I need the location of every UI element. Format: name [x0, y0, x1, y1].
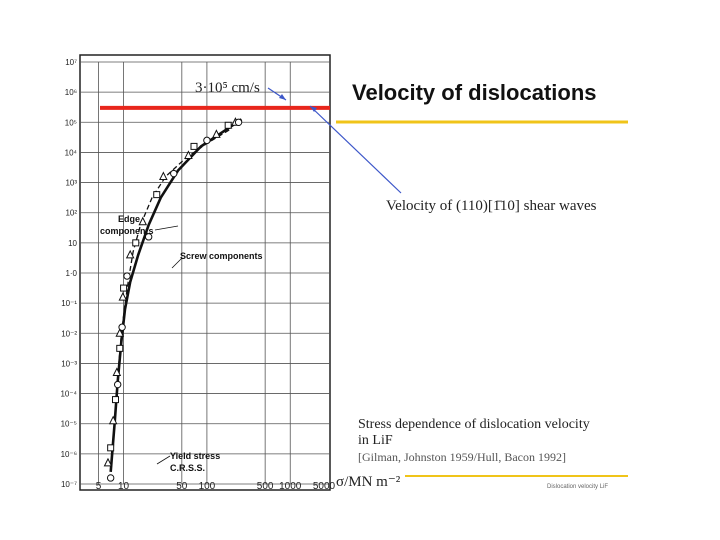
- x-tick-label: 5000: [313, 481, 336, 492]
- y-tick-labels: 10⁻⁷ 10⁻⁶ 10⁻⁵ 10⁻⁴ 10⁻³ 10⁻² 10⁻¹ 1·0 10 10² 10³ 1…: [60, 58, 77, 489]
- triangle-marker: [118, 291, 128, 301]
- caption-line-2: in LiF: [358, 433, 393, 448]
- triangle-marker: [112, 367, 122, 376]
- y-tick-label: 10⁶: [65, 88, 77, 97]
- y-tick-label: 10³: [65, 179, 77, 188]
- caption-line-1: Stress dependence of dislocation velocit…: [358, 417, 590, 432]
- yield-label-line2: C.R.S.S.: [170, 463, 205, 473]
- pointer-arrowhead-shear: [310, 106, 317, 112]
- y-tick-label: 1·0: [65, 269, 77, 278]
- annotation-shear-waves: Velocity of (110)[1̄10] shear waves: [386, 198, 597, 214]
- pointer-arrowhead-speed: [279, 94, 286, 100]
- square-marker: [224, 121, 232, 129]
- y-tick-label: 10⁻²: [61, 329, 77, 338]
- screw-label: Screw components: [180, 251, 263, 261]
- x-axis-label: σ/MN m⁻²: [336, 474, 401, 490]
- square-marker: [153, 191, 161, 199]
- plot-frame: [79, 54, 331, 491]
- square-marker: [107, 444, 115, 452]
- x-tick-label: 500: [257, 481, 274, 492]
- yield-label-line1: Yield stress: [170, 451, 220, 461]
- circle-marker: [203, 136, 211, 145]
- circle-marker: [170, 169, 178, 178]
- circle-marker: [118, 323, 126, 331]
- x-tick-labels: 5 10 50 100 500 1000 5000: [96, 481, 336, 492]
- y-tick-label: 10⁻⁴: [60, 390, 77, 399]
- screw-label-leader: [171, 257, 183, 269]
- y-tick-label: 10⁵: [65, 118, 77, 127]
- y-tick-label: 10⁻⁵: [61, 420, 77, 429]
- y-tick-label: 10: [68, 239, 77, 248]
- triangle-marker: [212, 129, 221, 138]
- square-marker: [120, 284, 128, 292]
- circle-marker: [106, 474, 115, 482]
- circle-marker: [123, 272, 131, 280]
- y-tick-label: 10⁻⁶: [61, 450, 77, 459]
- edge-label-line1: Edge: [118, 214, 140, 224]
- square-marker: [132, 239, 140, 247]
- x-tick-label: 1000: [279, 481, 302, 492]
- grid: [80, 61, 330, 485]
- x-tick-label: 10: [118, 481, 130, 492]
- y-tick-label: 10²: [65, 209, 77, 218]
- y-tick-label: 10⁷: [65, 58, 77, 67]
- edge-label-leader: [154, 225, 179, 231]
- circle-marker: [144, 233, 153, 241]
- y-tick-label: 10⁻⁷: [61, 480, 77, 489]
- yield-label-leader: [156, 455, 171, 465]
- x-tick-label: 100: [199, 481, 216, 492]
- page-title: Velocity of dislocations: [352, 80, 597, 105]
- footer-text: Dislocation velocity LiF: [547, 484, 609, 490]
- series-labels: Edge components Screw components Yield stre…: [100, 214, 263, 473]
- square-marker: [190, 142, 198, 150]
- triangle-marker: [184, 150, 193, 159]
- triangle-marker: [103, 457, 113, 467]
- markers: [103, 117, 243, 482]
- citation: [Gilman, Johnston 1959/Hull, Bacon 1992]: [358, 450, 566, 464]
- triangle-marker: [159, 171, 168, 181]
- annotation-speed: 3·10⁵ cm/s: [195, 80, 260, 96]
- circle-marker: [234, 118, 243, 126]
- edge-label-line2: components: [100, 226, 154, 236]
- y-tick-label: 10⁴: [65, 148, 78, 157]
- y-tick-label: 10⁻¹: [61, 299, 77, 308]
- square-marker: [116, 344, 124, 352]
- square-marker: [111, 396, 119, 404]
- triangle-marker: [125, 249, 135, 259]
- circle-marker: [113, 380, 122, 389]
- triangle-marker: [108, 415, 118, 425]
- triangle-marker: [115, 328, 125, 337]
- y-tick-label: 10⁻³: [61, 359, 77, 368]
- x-tick-label: 5: [96, 481, 102, 492]
- x-tick-label: 50: [176, 481, 188, 492]
- triangle-marker: [138, 216, 148, 226]
- pointer-line-shear: [309, 105, 402, 194]
